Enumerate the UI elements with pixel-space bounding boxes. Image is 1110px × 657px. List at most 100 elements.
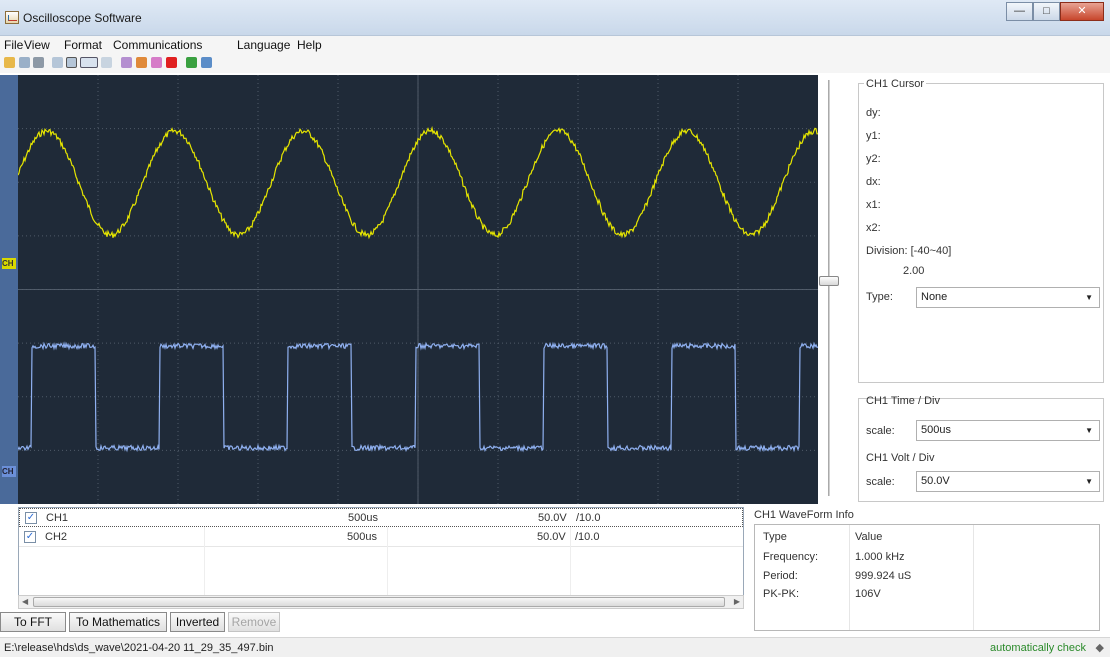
maximize-button[interactable]: □ [1033,2,1060,21]
column-divider [387,527,388,597]
wf-header-value: Value [855,531,883,543]
channel-marker-strip: CH CH [0,75,18,504]
column-divider [973,525,974,630]
to-mathematics-button[interactable]: To Mathematics [69,612,167,632]
menu-bar: File View Format Communications Language… [0,36,1110,53]
time-scale-dropdown[interactable]: 500us ▼ [916,420,1100,441]
run-icon[interactable] [186,57,197,68]
ch2-name: CH2 [45,531,68,543]
wf-row-value: 106V [855,588,881,600]
scope-display[interactable] [18,75,818,504]
right-panel: CH1 Cursor dy: y1: y2: dx: x1: x2: Divis… [850,73,1110,504]
menu-help[interactable]: Help [297,38,322,52]
scrollbar-thumb[interactable] [33,597,725,607]
open-icon[interactable] [4,57,15,68]
save-icon[interactable] [19,57,30,68]
volt-scale-dropdown[interactable]: 50.0V ▼ [916,471,1100,492]
channel-row-ch2[interactable]: ✓ CH2 500us 50.0V /10.0 [19,528,743,547]
ch1-name: CH1 [46,512,69,524]
ch2-time: 500us [347,531,377,543]
minimize-button[interactable]: — [1006,2,1033,21]
scope-canvas [18,75,818,504]
ch1-marker[interactable]: CH [2,258,16,269]
app-icon [5,11,19,24]
cursor-dy-label: dy: [866,107,881,119]
cursor-y1-label: y1: [866,130,881,142]
dots-icon[interactable] [80,57,98,68]
capture-icon[interactable] [136,57,147,68]
cursor-type-label: Type: [866,291,893,303]
title-bar: Oscilloscope Software — □ ✕ [0,0,1110,36]
column-divider [570,527,571,597]
scroll-right-icon[interactable]: ▶ [733,597,740,606]
ch1-waveform [18,125,818,240]
scroll-left-icon[interactable]: ◀ [22,597,29,606]
volt-scale-value: 50.0V [921,475,950,487]
wf-row-label: Period: [763,570,798,582]
division-value[interactable]: 2.00 [903,265,925,277]
volt-panel-title: CH1 Volt / Div [866,452,935,464]
level-slider-thumb[interactable] [819,276,839,286]
ch2-volt: 50.0V [537,531,566,543]
time-volt-group [858,398,1104,502]
channel-list-scrollbar[interactable]: ◀ ▶ [18,595,744,609]
remove-button[interactable]: Remove [228,612,280,632]
record-icon[interactable] [151,57,162,68]
waveform-info-table: Type Value Frequency: 1.000 kHz Period: … [754,524,1100,631]
level-slider-track[interactable] [828,80,830,496]
ch2-waveform [18,341,818,453]
window-controls: — □ ✕ [1006,2,1104,21]
auto-check-status[interactable]: automatically check [990,642,1086,654]
ch2-marker[interactable]: CH [2,466,16,477]
menu-communications[interactable]: Communications [113,38,203,52]
cursor-x1-label: x1: [866,199,881,211]
print-icon[interactable] [33,57,44,68]
division-label: Division: [-40~40] [866,245,952,257]
cursor-x2-label: x2: [866,222,881,234]
toolbar [0,53,1110,73]
cursor-dx-label: dx: [866,176,881,188]
stop-icon[interactable] [166,57,177,68]
layout-icon[interactable] [52,57,63,68]
ch1-volt: 50.0V [538,512,567,524]
menu-view[interactable]: View [24,38,50,52]
export-icon[interactable] [121,57,132,68]
time-panel-title: CH1 Time / Div [866,395,940,407]
cursor-type-dropdown[interactable]: None ▼ [916,287,1100,308]
to-fft-button[interactable]: To FFT [0,612,66,632]
channel-list: ✓ CH1 500us 50.0V /10.0 ✓ CH2 500us 50.0… [18,507,744,597]
volt-scale-label: scale: [866,476,895,488]
cursor-group [858,83,1104,383]
wf-row-value: 1.000 kHz [855,551,905,563]
grid-icon[interactable] [66,57,77,68]
ch1-probe: /10.0 [576,512,601,524]
connection-icon: ◆ [1095,642,1104,654]
menu-language[interactable]: Language [237,38,291,52]
time-scale-label: scale: [866,425,895,437]
menu-format[interactable]: Format [64,38,103,52]
ch2-checkbox[interactable]: ✓ [24,531,36,543]
column-divider [204,527,205,597]
chevron-down-icon: ▼ [1085,477,1093,486]
column-divider [849,525,850,630]
waveform-info-title: CH1 WaveForm Info [754,509,854,521]
inverted-button[interactable]: Inverted [170,612,225,632]
chevron-down-icon: ▼ [1085,426,1093,435]
wf-row-label: PK-PK: [763,588,800,600]
window-title: Oscilloscope Software [23,11,142,25]
chevron-down-icon: ▼ [1085,293,1093,302]
cursor-type-value: None [921,291,948,303]
menu-file[interactable]: File [4,38,24,52]
ch1-checkbox[interactable]: ✓ [25,512,37,524]
ch2-probe: /10.0 [575,531,600,543]
settings-icon[interactable] [101,57,112,68]
status-bar: E:\release\hds\ds_wave\2021-04-20 11_29_… [0,637,1110,657]
close-button[interactable]: ✕ [1060,2,1104,21]
time-scale-value: 500us [921,424,951,436]
scope-grid [18,75,818,504]
channel-row-ch1[interactable]: ✓ CH1 500us 50.0V /10.0 [19,508,743,527]
cursor-y2-label: y2: [866,153,881,165]
wf-row-label: Frequency: [763,551,819,563]
wf-header-type: Type [763,531,787,543]
sheet-icon[interactable] [201,57,212,68]
